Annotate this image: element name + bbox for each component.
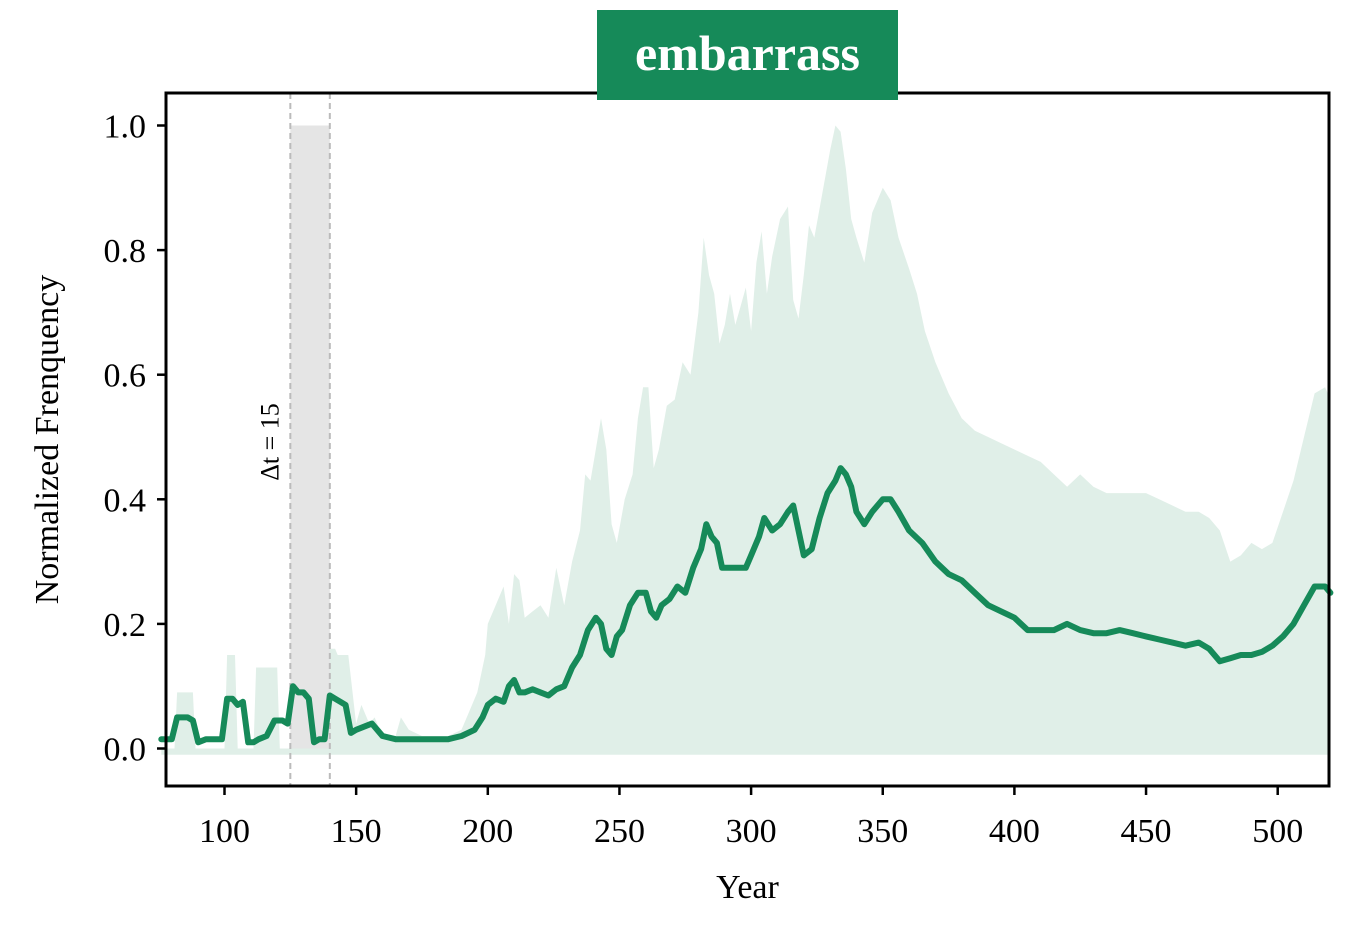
x-tick-label: 200 (462, 813, 513, 850)
plot-marks (158, 93, 1334, 786)
x-tick-label: 300 (726, 813, 777, 850)
x-tick-label: 450 (1121, 813, 1172, 850)
y-tick-label: 0.8 (104, 233, 147, 270)
x-tick-label: 400 (989, 813, 1040, 850)
x-axis-ticks: 100 150 200 250 300 350 400 450 500 (199, 786, 1303, 850)
x-tick-label: 350 (857, 813, 908, 850)
y-axis-ticks: 0.0 0.2 0.4 0.6 0.8 1.0 (104, 109, 166, 769)
frequency-line (158, 465, 1334, 746)
x-tick-label: 100 (199, 813, 250, 850)
time-window-label: Δt = 15 (255, 403, 284, 481)
y-tick-label: 0.6 (104, 358, 147, 395)
chart-title: embarrass (597, 10, 898, 100)
x-tick-label: 500 (1252, 813, 1303, 850)
y-tick-label: 0.4 (104, 482, 147, 519)
title-background (597, 10, 898, 100)
y-tick-label: 0.0 (104, 732, 147, 769)
frequency-range-band (161, 125, 1331, 755)
x-axis-label: Year (716, 869, 779, 906)
time-window-shading (290, 125, 330, 749)
x-tick-label: 150 (331, 813, 382, 850)
y-axis-label: Normalized Frenquency (29, 275, 66, 605)
y-tick-label: 1.0 (104, 109, 147, 146)
x-tick-label: 250 (594, 813, 645, 850)
y-tick-label: 0.2 (104, 607, 147, 644)
chart-title-text: embarrass (635, 25, 860, 81)
